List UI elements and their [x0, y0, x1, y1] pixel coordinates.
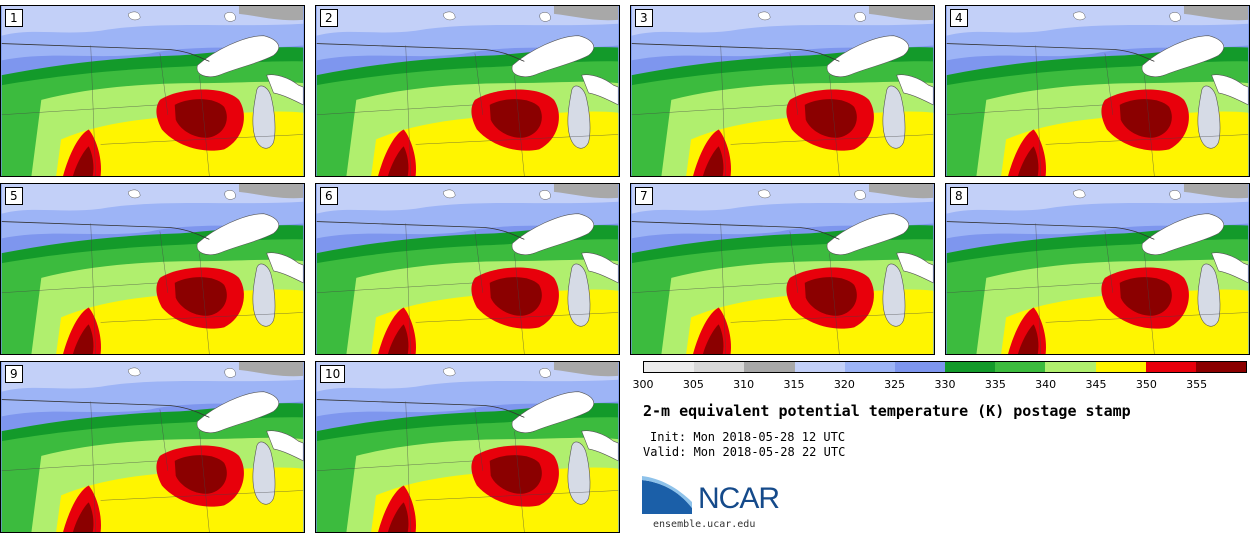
colorbar-tick-label: 355	[1186, 378, 1208, 391]
map-image	[1, 362, 304, 532]
colorbar-tick-label: 345	[1085, 378, 1107, 391]
ensemble-member-panel-7: 7	[630, 183, 935, 355]
ensemble-member-panel-2: 2	[315, 5, 620, 177]
ensemble-member-panel-1: 1	[0, 5, 305, 177]
colorbar-tick-label: 350	[1135, 378, 1157, 391]
panel-label: 9	[5, 365, 23, 383]
colorbar-swatch	[644, 362, 695, 372]
colorbar-swatch	[1045, 362, 1096, 372]
colorbar-ticks: 300 305 310 315 320 325 330 335 340 345 350 355	[633, 378, 1247, 392]
colorbar-swatch	[894, 362, 946, 372]
map-image	[1, 6, 304, 176]
colorbar-tick-label: 310	[733, 378, 755, 391]
colorbar-tick-label: 340	[1035, 378, 1057, 391]
colorbar-swatch	[1195, 362, 1247, 372]
colorbar-tick-label: 325	[884, 378, 906, 391]
ensemble-member-panel-10: 10	[315, 361, 620, 533]
colorbar	[643, 361, 1247, 373]
ensemble-member-panel-4: 4	[945, 5, 1250, 177]
panel-label: 5	[5, 187, 23, 205]
ensemble-member-panel-9: 9	[0, 361, 305, 533]
init-time: Init: Mon 2018-05-28 12 UTC	[650, 430, 846, 444]
map-image	[316, 184, 619, 354]
ensemble-member-panel-8: 8	[945, 183, 1250, 355]
map-image	[946, 6, 1249, 176]
colorbar-swatch	[945, 362, 996, 372]
colorbar-tick-label: 300	[632, 378, 654, 391]
ncar-logo-icon	[642, 476, 692, 514]
colorbar-swatch	[794, 362, 845, 372]
panel-label: 3	[635, 9, 653, 27]
panel-label: 8	[950, 187, 968, 205]
colorbar-tick-label: 330	[934, 378, 956, 391]
colorbar-swatch	[1145, 362, 1196, 372]
site-url: ensemble.ucar.edu	[653, 519, 756, 530]
colorbar-tick-label: 320	[833, 378, 855, 391]
map-image	[946, 184, 1249, 354]
ensemble-member-panel-3: 3	[630, 5, 935, 177]
colorbar-swatch	[1095, 362, 1146, 372]
panel-label: 4	[950, 9, 968, 27]
colorbar-tick-label: 315	[783, 378, 805, 391]
panel-label: 2	[320, 9, 338, 27]
map-image	[316, 362, 619, 532]
colorbar-swatch	[995, 362, 1046, 372]
plot-title: 2-m equivalent potential temperature (K)…	[643, 402, 1131, 420]
map-image	[631, 6, 934, 176]
colorbar-swatch	[694, 362, 745, 372]
map-image	[316, 6, 619, 176]
panel-label: 10	[320, 365, 346, 383]
ncar-logo-text: NCAR	[698, 482, 780, 515]
panel-label: 7	[635, 187, 653, 205]
colorbar-swatch	[744, 362, 795, 372]
valid-time: Valid: Mon 2018-05-28 22 UTC	[643, 445, 846, 459]
colorbar-tick-label: 305	[682, 378, 704, 391]
panel-label: 6	[320, 187, 338, 205]
colorbar-tick-label: 335	[984, 378, 1006, 391]
panel-label: 1	[5, 9, 23, 27]
colorbar-swatch	[844, 362, 895, 372]
ncar-logo: NCAR	[642, 476, 792, 520]
ensemble-member-panel-5: 5	[0, 183, 305, 355]
ensemble-member-panel-6: 6	[315, 183, 620, 355]
map-image	[1, 184, 304, 354]
map-image	[631, 184, 934, 354]
